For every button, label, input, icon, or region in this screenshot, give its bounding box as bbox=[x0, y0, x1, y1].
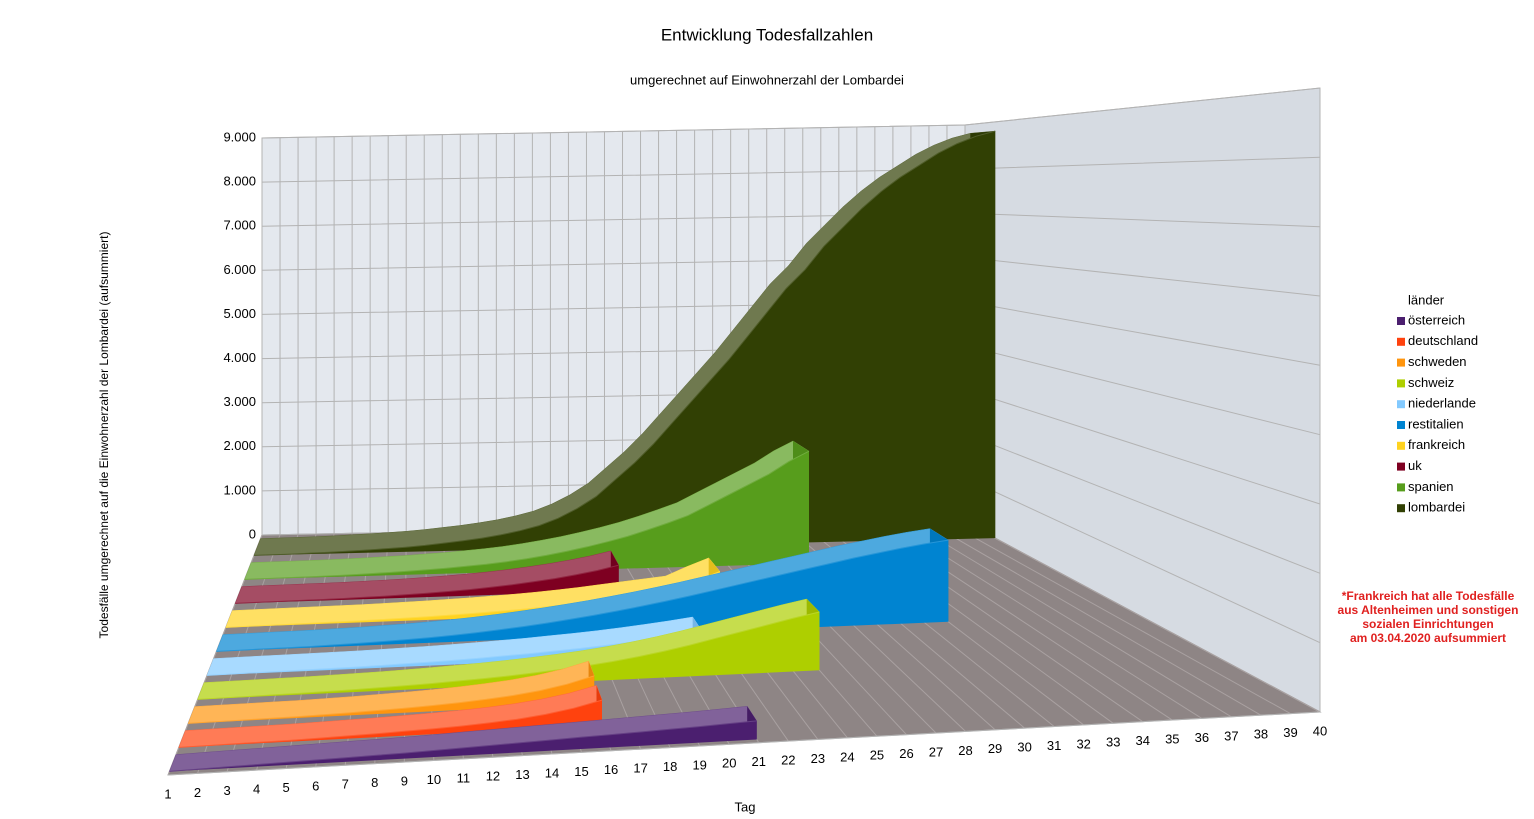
legend-swatch bbox=[1397, 483, 1405, 492]
floor-grid-line bbox=[928, 522, 1262, 716]
y-tick-label: 0 bbox=[249, 526, 256, 541]
x-tick-label: 1 bbox=[164, 786, 171, 801]
x-tick-label: 12 bbox=[486, 769, 500, 784]
y-tick-label: 4.000 bbox=[223, 350, 256, 365]
legend-title: länder bbox=[1408, 292, 1445, 307]
y-axis-title: Todesfälle umgerechnet auf die Einwohner… bbox=[97, 232, 111, 639]
x-tick-label: 39 bbox=[1283, 725, 1297, 740]
ribbon-front bbox=[244, 451, 810, 580]
x-tick-label: 21 bbox=[752, 754, 766, 769]
x-tick-label: 30 bbox=[1017, 740, 1031, 755]
y-tick-label: 6.000 bbox=[223, 262, 256, 277]
legend-label: frankreich bbox=[1408, 437, 1465, 452]
series-line bbox=[206, 630, 703, 676]
legend-label: schweiz bbox=[1408, 375, 1454, 390]
annotation: sozialen Einrichtungen bbox=[1362, 617, 1493, 631]
series-line bbox=[253, 130, 996, 556]
series-line bbox=[244, 450, 810, 580]
series-line bbox=[169, 720, 757, 772]
y-tick-label: 1.000 bbox=[223, 482, 256, 497]
legend-label: spanien bbox=[1408, 479, 1454, 494]
x-tick-label: 25 bbox=[870, 748, 884, 763]
x-tick-label: 8 bbox=[371, 775, 378, 790]
chart-subtitle: umgerechnet auf Einwohnerzahl der Lombar… bbox=[630, 72, 904, 87]
x-tick-label: 18 bbox=[663, 759, 677, 774]
y-tick-label: 7.000 bbox=[223, 218, 256, 233]
x-axis-title: Tag bbox=[735, 799, 756, 814]
x-tick-label: 10 bbox=[427, 772, 441, 787]
legend-swatch bbox=[1397, 462, 1405, 471]
x-tick-label: 34 bbox=[1136, 733, 1150, 748]
y-tick-label: 3.000 bbox=[223, 394, 256, 409]
x-tick-label: 6 bbox=[312, 778, 319, 793]
y-tick-label: 9.000 bbox=[223, 129, 256, 144]
x-tick-label: 23 bbox=[811, 751, 825, 766]
y-tick-label: 2.000 bbox=[223, 438, 256, 453]
y-tick-label: 5.000 bbox=[223, 306, 256, 321]
ribbon-front bbox=[178, 700, 603, 748]
legend-swatch bbox=[1397, 358, 1405, 367]
legend-swatch bbox=[1397, 504, 1405, 513]
x-tick-label: 17 bbox=[633, 761, 647, 776]
x-tick-label: 31 bbox=[1047, 738, 1061, 753]
x-tick-label: 15 bbox=[574, 764, 588, 779]
x-tick-label: 11 bbox=[457, 770, 471, 785]
x-tick-label: 5 bbox=[283, 780, 290, 795]
chart-title: Entwicklung Todesfallzahlen bbox=[661, 25, 873, 44]
series-line bbox=[178, 699, 603, 748]
x-tick-label: 24 bbox=[840, 749, 854, 764]
legend-label: niederlande bbox=[1408, 396, 1476, 411]
legend-swatch bbox=[1397, 400, 1405, 409]
legend-label: lombardei bbox=[1408, 500, 1465, 515]
x-tick-label: 35 bbox=[1165, 732, 1179, 747]
legend-swatch bbox=[1397, 379, 1405, 388]
x-tick-label: 32 bbox=[1076, 736, 1090, 751]
y-tick-label: 8.000 bbox=[223, 174, 256, 189]
x-tick-label: 38 bbox=[1254, 727, 1268, 742]
series-line bbox=[235, 564, 619, 604]
floor-grid-line bbox=[910, 522, 1232, 718]
legend-label: restitalien bbox=[1408, 416, 1464, 431]
legend-label: deutschland bbox=[1408, 333, 1478, 348]
x-tick-label: 3 bbox=[223, 783, 230, 798]
x-tick-label: 4 bbox=[253, 782, 260, 797]
x-tick-label: 40 bbox=[1313, 723, 1327, 738]
x-tick-label: 20 bbox=[722, 756, 736, 771]
legend-swatch bbox=[1397, 317, 1405, 325]
x-tick-label: 19 bbox=[692, 757, 706, 772]
x-tick-label: 33 bbox=[1106, 735, 1120, 750]
ribbon-front bbox=[254, 131, 996, 556]
x-tick-label: 28 bbox=[958, 743, 972, 758]
x-tick-label: 13 bbox=[515, 767, 529, 782]
annotation: aus Altenheimen und sonstigen bbox=[1338, 603, 1519, 617]
ribbon-front bbox=[197, 612, 820, 700]
legend-swatch bbox=[1397, 421, 1405, 429]
annotation: *Frankreich hat alle Todesfälle bbox=[1342, 589, 1515, 603]
x-tick-label: 14 bbox=[545, 765, 559, 780]
legend-swatch bbox=[1397, 441, 1405, 450]
axis-line bbox=[167, 711, 1321, 776]
x-tick-label: 7 bbox=[342, 777, 349, 792]
x-tick-label: 37 bbox=[1224, 728, 1238, 743]
legend-swatch bbox=[1397, 337, 1405, 346]
x-tick-label: 2 bbox=[194, 785, 201, 800]
floor-grid-line bbox=[946, 521, 1291, 715]
floor-grid-line bbox=[964, 521, 1321, 713]
x-tick-label: 9 bbox=[401, 774, 408, 789]
x-tick-label: 29 bbox=[988, 741, 1002, 756]
legend-label: uk bbox=[1408, 458, 1422, 473]
legend-label: schweden bbox=[1408, 354, 1467, 369]
series-line bbox=[216, 539, 949, 652]
series-line bbox=[197, 611, 820, 700]
x-tick-label: 36 bbox=[1195, 730, 1209, 745]
x-tick-label: 22 bbox=[781, 753, 795, 768]
x-tick-label: 16 bbox=[604, 762, 618, 777]
series-line bbox=[188, 675, 595, 724]
legend-label: österreich bbox=[1408, 312, 1465, 327]
annotation: am 03.04.2020 aufsummiert bbox=[1350, 631, 1506, 645]
ribbon-front bbox=[188, 675, 595, 724]
x-tick-label: 27 bbox=[929, 744, 943, 759]
x-tick-label: 26 bbox=[899, 746, 913, 761]
